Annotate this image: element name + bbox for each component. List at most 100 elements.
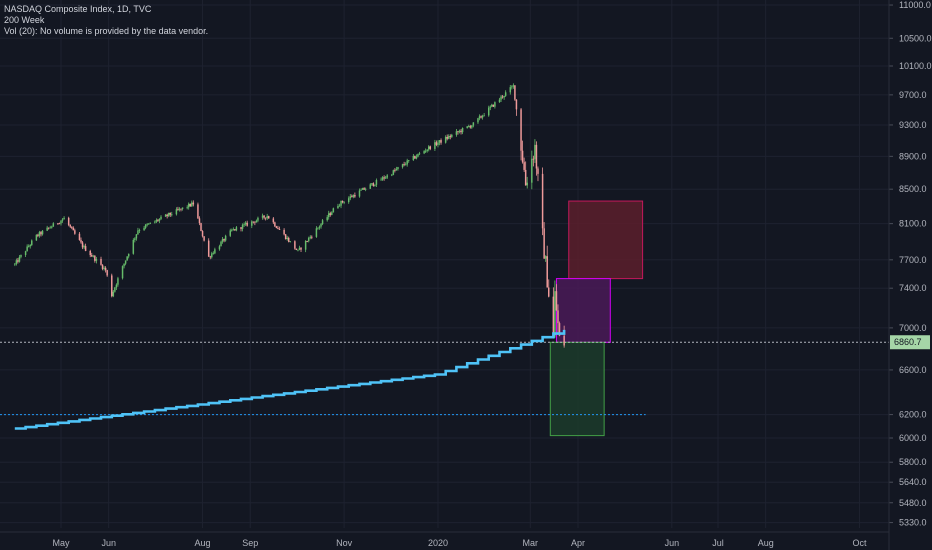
candle[interactable] <box>186 205 188 210</box>
candle[interactable] <box>532 155 535 167</box>
candle[interactable] <box>254 221 256 226</box>
candle[interactable] <box>440 138 442 145</box>
candle[interactable] <box>446 134 448 141</box>
candle[interactable] <box>526 176 528 189</box>
candle[interactable] <box>198 216 201 226</box>
candle[interactable] <box>477 117 479 125</box>
candle[interactable] <box>277 225 279 230</box>
candle[interactable] <box>234 229 236 231</box>
candle[interactable] <box>295 248 298 251</box>
candle[interactable] <box>381 176 384 181</box>
candle[interactable] <box>458 129 461 134</box>
candle[interactable] <box>414 155 416 159</box>
candle[interactable] <box>124 260 127 266</box>
candle[interactable] <box>423 150 425 155</box>
drawing-zones[interactable] <box>549 200 644 437</box>
candle[interactable] <box>287 236 290 243</box>
candle[interactable] <box>541 167 544 236</box>
candle[interactable] <box>27 244 30 248</box>
candle[interactable] <box>349 193 352 201</box>
candle[interactable] <box>92 254 95 258</box>
candle[interactable] <box>469 124 472 129</box>
candle[interactable] <box>504 90 507 97</box>
candle[interactable] <box>146 222 148 227</box>
candle[interactable] <box>321 218 324 226</box>
candle[interactable] <box>181 207 184 211</box>
candle[interactable] <box>523 157 525 172</box>
candle[interactable] <box>255 219 258 223</box>
candle[interactable] <box>304 240 307 253</box>
candle[interactable] <box>327 210 330 220</box>
candle[interactable] <box>397 166 399 171</box>
candle[interactable] <box>178 207 181 212</box>
candle[interactable] <box>41 229 44 236</box>
candle[interactable] <box>200 222 202 232</box>
candle[interactable] <box>123 263 125 269</box>
candle[interactable] <box>555 284 558 311</box>
candle[interactable] <box>164 214 167 217</box>
candle[interactable] <box>354 192 356 198</box>
candle[interactable] <box>166 213 168 219</box>
candle[interactable] <box>395 166 398 171</box>
candle[interactable] <box>514 85 516 101</box>
candle[interactable] <box>211 251 213 259</box>
candle[interactable] <box>438 140 441 146</box>
candle[interactable] <box>434 139 436 151</box>
candle[interactable] <box>435 140 438 147</box>
candle[interactable] <box>309 235 312 240</box>
candle[interactable] <box>426 149 428 153</box>
candle[interactable] <box>263 215 265 220</box>
candle[interactable] <box>557 304 559 334</box>
candle[interactable] <box>472 122 475 128</box>
volume-legend[interactable]: Vol (20): No volume is provided by the d… <box>4 26 209 36</box>
candle[interactable] <box>347 196 350 204</box>
candle[interactable] <box>49 225 51 229</box>
candle[interactable] <box>121 265 124 280</box>
candle[interactable] <box>478 114 481 121</box>
candle[interactable] <box>272 217 275 225</box>
candle[interactable] <box>427 145 430 152</box>
candle[interactable] <box>149 222 151 225</box>
candle[interactable] <box>31 239 33 247</box>
candle[interactable] <box>489 105 492 111</box>
candle[interactable] <box>297 249 299 252</box>
candle[interactable] <box>71 226 73 230</box>
candle[interactable] <box>329 211 332 217</box>
candle[interactable] <box>509 85 512 95</box>
zone-rect-1[interactable] <box>568 200 644 280</box>
candle[interactable] <box>61 218 64 223</box>
candle[interactable] <box>80 237 82 244</box>
candle[interactable] <box>24 250 27 258</box>
candle[interactable] <box>543 222 545 259</box>
candle[interactable] <box>338 203 341 207</box>
candle[interactable] <box>534 139 536 164</box>
candle[interactable] <box>275 225 278 229</box>
candle[interactable] <box>155 218 158 224</box>
candle[interactable] <box>404 162 407 166</box>
candle[interactable] <box>235 225 238 232</box>
candle[interactable] <box>537 166 539 182</box>
candle[interactable] <box>351 194 353 198</box>
candle[interactable] <box>246 220 248 227</box>
candle[interactable] <box>192 200 195 207</box>
candle[interactable] <box>412 153 415 161</box>
candle[interactable] <box>471 125 473 129</box>
candle[interactable] <box>134 237 136 243</box>
candle[interactable] <box>220 240 222 247</box>
candle[interactable] <box>223 238 225 243</box>
candle[interactable] <box>503 95 505 100</box>
candle[interactable] <box>444 135 447 144</box>
candle[interactable] <box>111 273 113 298</box>
candle[interactable] <box>326 215 328 222</box>
candle[interactable] <box>52 222 55 227</box>
candle[interactable] <box>467 124 470 128</box>
candle[interactable] <box>266 213 268 220</box>
candle[interactable] <box>429 145 432 151</box>
candle[interactable] <box>104 266 107 273</box>
candle[interactable] <box>371 183 373 186</box>
ma-legend[interactable]: 200 Week <box>4 15 45 25</box>
candle[interactable] <box>466 126 468 129</box>
candle[interactable] <box>58 222 61 225</box>
candle[interactable] <box>406 158 408 167</box>
